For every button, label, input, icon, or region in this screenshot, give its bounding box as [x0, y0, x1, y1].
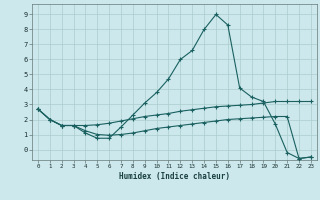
X-axis label: Humidex (Indice chaleur): Humidex (Indice chaleur) — [119, 172, 230, 181]
